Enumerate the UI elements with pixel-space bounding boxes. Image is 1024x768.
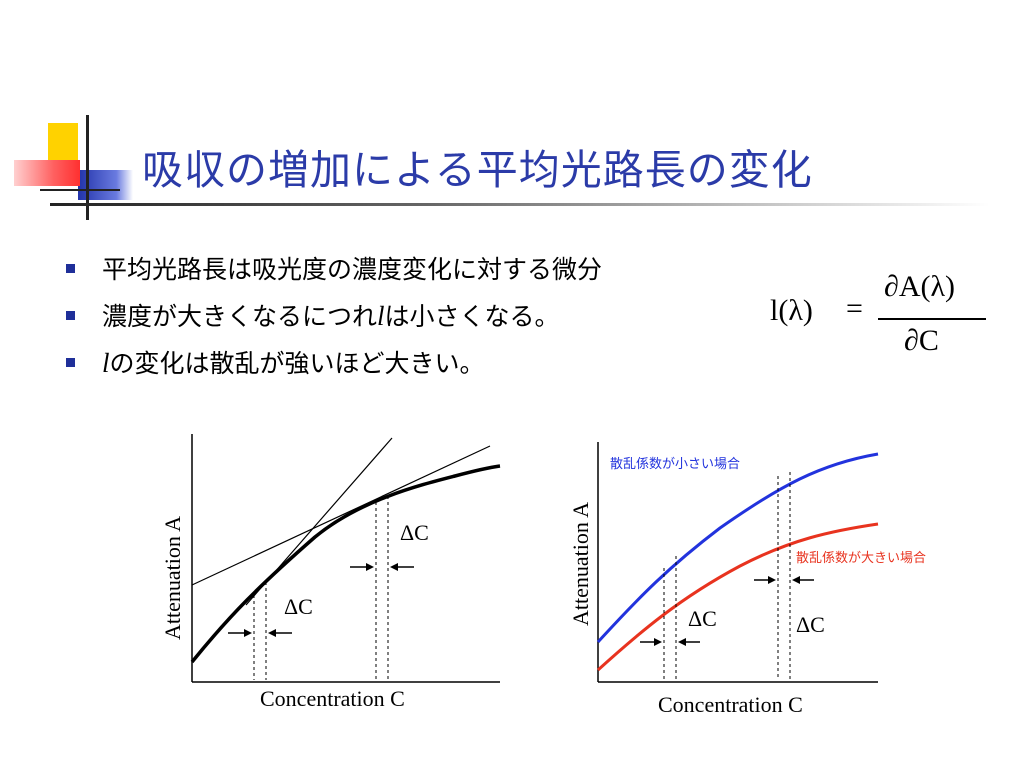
bullet-text-prefix: 濃度が大きくなるにつれ [102, 302, 378, 331]
series-line-large-scattering [596, 522, 879, 672]
variable-l: l [377, 301, 385, 331]
delta-c-label: ΔC [284, 594, 313, 619]
bullet-text: の変化は散乱が強いほど大きい。 [109, 349, 485, 378]
series-label: 散乱係数が大きい場合 [796, 551, 926, 566]
bullet-text: 平均光路長は吸光度の濃度変化に対する微分 [102, 255, 603, 284]
series-line-small-scattering [596, 452, 879, 644]
chart-right: 散乱係数が小さい場合 散乱係数が大きい場合 ΔC ΔC Concentratio… [568, 442, 926, 717]
formula-lhs: l(λ) [770, 294, 813, 327]
vertical-line-decoration [86, 115, 89, 220]
attenuation-curve [190, 464, 501, 664]
title-underline [50, 203, 990, 206]
tangent-line-shallow [191, 445, 491, 586]
delta-c-label: ΔC [688, 606, 717, 631]
bullet-marker [66, 358, 75, 367]
fraction-bar [878, 318, 986, 320]
bullet-marker [66, 311, 75, 320]
arrow-pair [754, 576, 814, 584]
variable-l: l [102, 348, 110, 378]
y-axis-label: Attenuation A [568, 502, 593, 626]
x-axis-label: Concentration C [260, 686, 405, 711]
y-axis-label: Attenuation A [160, 516, 185, 640]
x-axis-label: Concentration C [658, 692, 803, 717]
tangent-line-steep [245, 437, 393, 606]
bullet-marker [66, 264, 75, 273]
series-label: 散乱係数が小さい場合 [610, 457, 740, 472]
red-bar-decoration [14, 160, 80, 186]
arrow-pair [350, 563, 414, 571]
arrow-pair [640, 638, 700, 646]
arrow-pair [228, 629, 292, 637]
chart-left: ΔC ΔC Concentration C Attenuation A [160, 434, 501, 711]
derivative-formula: l(λ) = ∂A(λ) ∂C [770, 270, 990, 370]
slide-title: 吸収の増加による平均光路長の変化 [142, 146, 813, 194]
horizontal-line-decoration [40, 189, 120, 191]
formula-denominator: ∂C [904, 324, 939, 357]
formula-equals: = [846, 292, 863, 325]
delta-c-label: ΔC [796, 612, 825, 637]
formula-numerator: ∂A(λ) [884, 270, 956, 303]
delta-c-label: ΔC [400, 520, 429, 545]
bullet-text: は小さくなる。 [384, 302, 560, 331]
